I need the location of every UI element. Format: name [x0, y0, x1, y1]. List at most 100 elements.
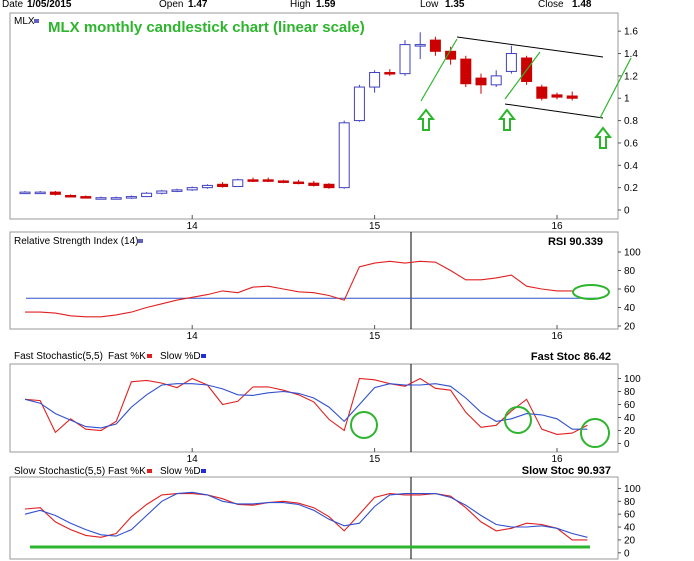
- high-label: High: [290, 0, 311, 10]
- channel-line: [456, 36, 604, 58]
- candle-up: [414, 44, 426, 47]
- price-x-tick-label: 16: [551, 221, 563, 232]
- candle-down: [247, 179, 259, 182]
- low-value: 1.35: [445, 0, 465, 10]
- up-arrow-icon: [416, 108, 436, 131]
- candle-up: [110, 197, 122, 200]
- fast-d-line: [24, 383, 588, 430]
- slow-stoch-k-swatch: [147, 469, 152, 473]
- rsi-y-tick-label: 100: [624, 248, 641, 259]
- candle-up: [141, 192, 153, 198]
- price-x-tick-label: 15: [369, 221, 381, 232]
- high-value: 1.59: [316, 0, 336, 10]
- rsi-y-tick-label: 40: [624, 303, 636, 314]
- candle-up: [125, 196, 137, 199]
- price-y-tick-label: 1.2: [624, 71, 638, 82]
- candle-down: [445, 50, 457, 60]
- candle-up: [95, 197, 107, 200]
- rsi-y-tick-label: 80: [624, 266, 636, 277]
- fast-stoch-plot: 0 20 40 60 80 100 14 15 16: [24, 374, 641, 465]
- price-y-tick-label: 0: [624, 206, 630, 217]
- open-value: 1.47: [188, 0, 208, 10]
- date-label: Date: [2, 0, 24, 10]
- slow-stoch-value: Slow Stoc 90.937: [522, 465, 611, 477]
- fast-stoch-legend-d: Slow %D: [160, 351, 201, 362]
- highlight-circle: [580, 418, 610, 448]
- candle-up: [338, 122, 350, 189]
- fast-stoch-value: Fast Stoc 86.42: [531, 351, 611, 363]
- fast-y-tick-label: 40: [624, 413, 636, 424]
- candle-down: [536, 86, 548, 99]
- chart-title: MLX monthly candlestick chart (linear sc…: [48, 19, 365, 36]
- highlight-circle: [504, 406, 532, 434]
- candle-down: [566, 95, 578, 99]
- price-x-tick-label: 14: [187, 221, 199, 232]
- slow-stoch-legend-k: Fast %K: [108, 466, 146, 477]
- price-y-tick-label: 1.6: [624, 27, 638, 38]
- channel-line: [504, 103, 604, 119]
- candle-up: [186, 187, 198, 191]
- slow-d-line: [24, 491, 588, 538]
- candle-down: [277, 180, 289, 183]
- candle-down: [65, 194, 77, 198]
- slow-y-tick-label: 60: [624, 510, 636, 521]
- rsi-legend-swatch: [138, 239, 143, 243]
- candle-up: [156, 190, 168, 194]
- trend-line: [504, 51, 541, 100]
- quote-header: Date 1/05/2015 Open 1.47 High 1.59 Low 1…: [0, 0, 694, 12]
- candle-down: [308, 182, 320, 186]
- candle-up: [353, 86, 365, 122]
- price-y-tick-label: 0.4: [624, 161, 638, 172]
- rsi-x-tick-label: 16: [551, 331, 563, 342]
- rsi-x-tick-label: 14: [187, 331, 199, 342]
- price-panel-frame: [9, 12, 619, 220]
- fast-y-tick-label: 80: [624, 387, 636, 398]
- rsi-panel-frame: [9, 231, 619, 330]
- slow-k-line: [24, 493, 588, 541]
- rsi-value: RSI 90.339: [548, 236, 603, 248]
- candle-up: [34, 191, 46, 195]
- rsi-line: [25, 260, 573, 318]
- candle-down: [551, 94, 563, 98]
- slow-y-tick-label: 80: [624, 497, 636, 508]
- fast-stoch-k-swatch: [147, 354, 152, 358]
- candle-up: [369, 72, 381, 88]
- candle-down: [217, 183, 229, 188]
- fast-y-tick-label: 20: [624, 426, 636, 437]
- candle-up: [490, 75, 502, 86]
- price-legend-swatch: [34, 19, 39, 23]
- fast-x-tick-label: 16: [551, 454, 563, 465]
- price-legend-label: MLX: [14, 16, 35, 27]
- candle-up: [505, 53, 517, 72]
- fast-stoch-d-swatch: [201, 354, 206, 358]
- close-value: 1.48: [572, 0, 592, 10]
- price-y-tick-label: 0.6: [624, 138, 638, 149]
- up-arrow-icon: [497, 108, 517, 131]
- candle-up: [399, 44, 411, 75]
- rsi-plot: 20 40 60 80 100 14 15 16: [25, 248, 641, 342]
- fast-k-line: [24, 377, 588, 435]
- candle-down: [80, 196, 92, 199]
- rsi-x-tick-label: 15: [369, 331, 381, 342]
- candle-down: [429, 39, 441, 52]
- candle-up: [19, 191, 31, 195]
- candle-up: [232, 179, 244, 188]
- slow-stoch-title: Slow Stochastic(5,5): [14, 466, 105, 477]
- candle-down: [475, 77, 487, 86]
- slow-stoch-d-swatch: [201, 469, 206, 473]
- price-y-tick-label: 1.4: [624, 49, 638, 60]
- candle-down: [323, 183, 335, 189]
- rsi-title: Relative Strength Index (14): [14, 236, 139, 247]
- candle-down: [49, 191, 61, 195]
- price-y-tick-label: 0.2: [624, 183, 638, 194]
- slow-y-tick-label: 40: [624, 523, 636, 534]
- candle-down: [293, 181, 305, 185]
- highlight-circle: [350, 411, 378, 439]
- close-label: Close: [538, 0, 564, 10]
- fast-stoch-title: Fast Stochastic(5,5): [14, 351, 103, 362]
- price-y-tick-label: 1: [624, 94, 630, 105]
- annotation-layer: [30, 108, 613, 549]
- candle-up: [171, 189, 183, 192]
- date-value: 1/05/2015: [27, 0, 72, 10]
